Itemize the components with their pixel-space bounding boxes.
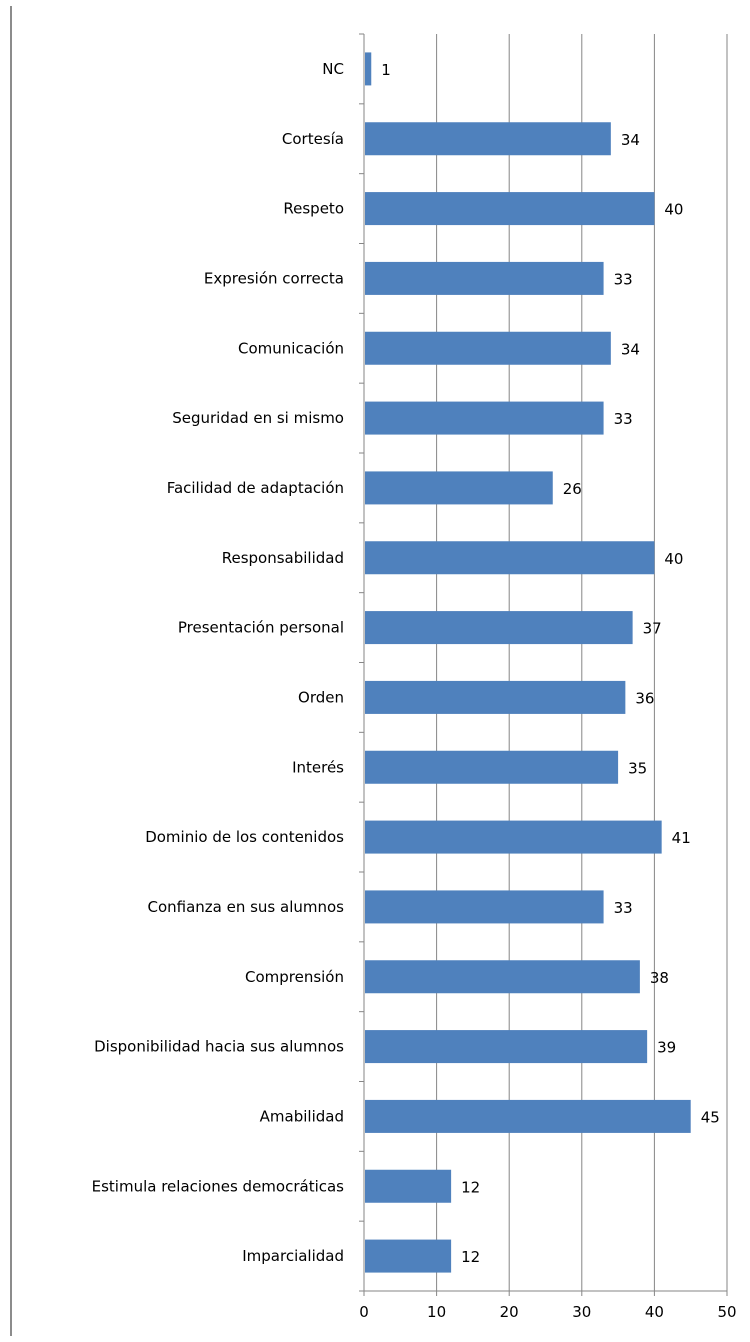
x-tick-label: 50 bbox=[717, 1303, 736, 1321]
bar-12 bbox=[365, 890, 604, 924]
category-label: Presentación personal bbox=[178, 619, 344, 637]
bar-14 bbox=[365, 1030, 648, 1064]
data-label: 12 bbox=[461, 1248, 480, 1266]
category-label: Expresión correcta bbox=[204, 269, 344, 287]
category-labels: NC Cortesía Respeto Expresión correcta Comun… bbox=[92, 60, 345, 1265]
data-label: 26 bbox=[563, 480, 582, 498]
category-label: Respeto bbox=[283, 200, 344, 218]
category-label: Confianza en sus alumnos bbox=[147, 898, 344, 916]
bar-3 bbox=[365, 261, 604, 295]
data-label: 33 bbox=[614, 410, 633, 428]
bar-6 bbox=[365, 471, 553, 505]
x-tick-label: 30 bbox=[572, 1303, 591, 1321]
data-label: 33 bbox=[614, 899, 633, 917]
data-label: 36 bbox=[635, 689, 654, 707]
data-label: 40 bbox=[664, 201, 683, 219]
data-label: 40 bbox=[664, 550, 683, 568]
x-tick-label: 40 bbox=[645, 1303, 664, 1321]
category-label: Facilidad de adaptación bbox=[167, 479, 344, 497]
data-label: 12 bbox=[461, 1178, 480, 1196]
data-label: 33 bbox=[614, 270, 633, 288]
data-label: 37 bbox=[643, 620, 662, 638]
axes bbox=[359, 33, 728, 1296]
category-label: Dominio de los contenidos bbox=[145, 828, 344, 846]
bar-13 bbox=[365, 960, 640, 994]
category-label: Seguridad en si mismo bbox=[172, 409, 344, 427]
category-label: Interés bbox=[292, 758, 344, 776]
bars bbox=[365, 52, 691, 1273]
bar-17 bbox=[365, 1239, 452, 1273]
x-tick-label: 0 bbox=[359, 1303, 369, 1321]
x-tick-label: 10 bbox=[427, 1303, 446, 1321]
bar-15 bbox=[365, 1099, 691, 1133]
bar-1 bbox=[365, 122, 611, 156]
category-label: NC bbox=[322, 60, 344, 78]
bar-16 bbox=[365, 1169, 452, 1203]
x-tick-labels: 0 10 20 30 40 50 bbox=[359, 1303, 736, 1321]
category-label: Cortesía bbox=[282, 130, 344, 148]
category-label: Imparcialidad bbox=[242, 1247, 344, 1265]
bar-9 bbox=[365, 680, 626, 714]
category-label: Responsabilidad bbox=[222, 549, 344, 567]
bar-4 bbox=[365, 331, 611, 365]
category-label: Comunicación bbox=[238, 339, 344, 357]
bar-11 bbox=[365, 820, 662, 854]
data-labels: 1 34 40 33 34 33 26 40 37 36 35 41 33 38 39 45 12 12 bbox=[381, 61, 720, 1266]
category-label: Disponibilidad hacia sus alumnos bbox=[94, 1038, 344, 1056]
grid-lines bbox=[436, 34, 728, 1291]
data-label: 41 bbox=[672, 829, 691, 847]
bar-5 bbox=[365, 401, 604, 435]
category-label: Orden bbox=[298, 688, 344, 706]
data-label: 45 bbox=[701, 1108, 720, 1126]
data-label: 39 bbox=[657, 1039, 676, 1057]
data-label: 35 bbox=[628, 759, 647, 777]
data-label: 38 bbox=[650, 969, 669, 987]
data-label: 1 bbox=[381, 61, 391, 79]
bar-2 bbox=[365, 192, 655, 226]
category-label: Estimula relaciones democráticas bbox=[92, 1177, 345, 1195]
category-label: Comprensión bbox=[245, 968, 344, 986]
x-tick-label: 20 bbox=[500, 1303, 519, 1321]
data-label: 34 bbox=[621, 131, 640, 149]
bar-8 bbox=[365, 611, 633, 645]
data-label: 34 bbox=[621, 340, 640, 358]
bar-0 bbox=[365, 52, 372, 86]
bar-10 bbox=[365, 750, 619, 784]
category-label: Amabilidad bbox=[260, 1107, 344, 1125]
bar-7 bbox=[365, 541, 655, 575]
